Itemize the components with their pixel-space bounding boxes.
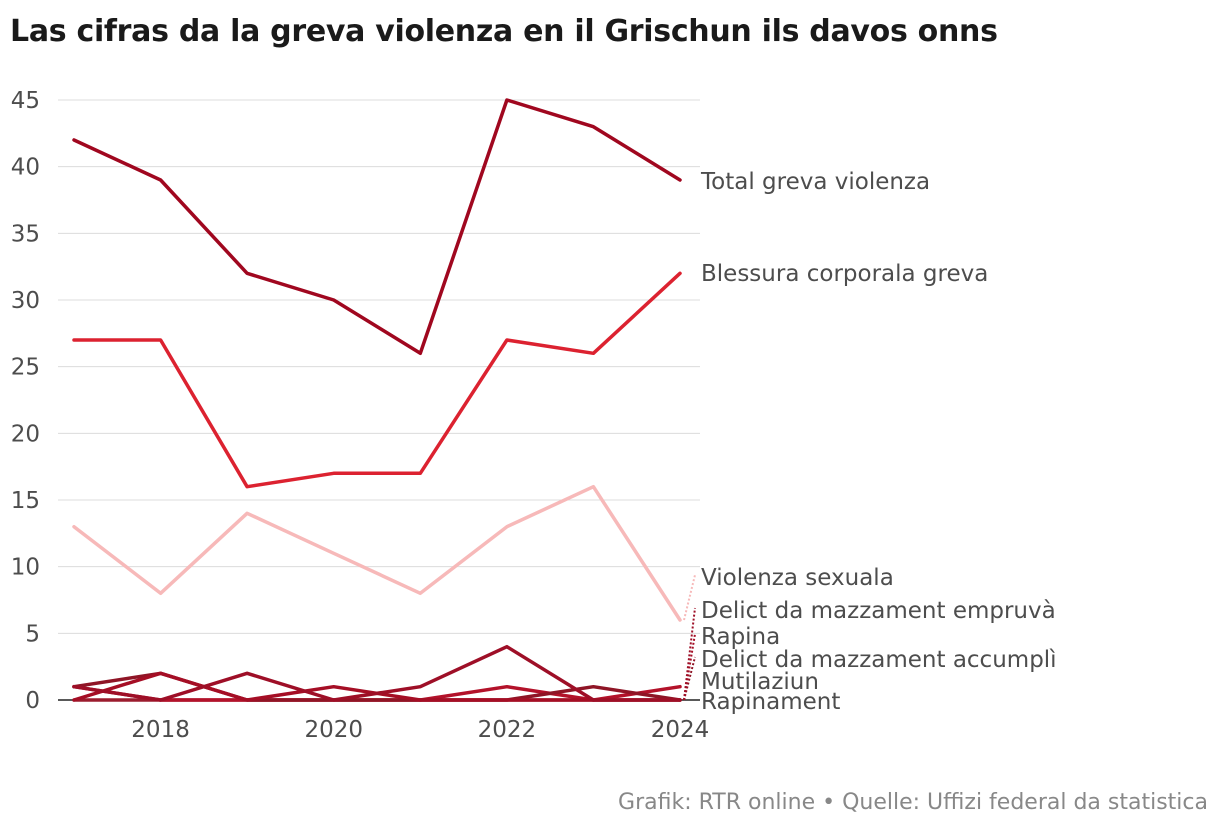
series-label: Rapinament [701, 689, 840, 715]
series-label: Total greva violenza [700, 169, 930, 195]
series-line-violenza-sexuala [72, 484, 682, 622]
series-label: Delict da mazzament empruvà [701, 598, 1056, 624]
y-tick-label: 40 [11, 155, 40, 181]
y-tick-label: 5 [25, 621, 40, 647]
chart-title: Las cifras da la greva violenza en il Gr… [10, 14, 998, 49]
x-tick-label: 2024 [651, 717, 710, 743]
label-leader-line [683, 607, 696, 701]
source-footer: Grafik: RTR online • Quelle: Uffizi fede… [618, 790, 1208, 815]
y-tick-label: 15 [11, 488, 40, 514]
label-leader-line [683, 633, 696, 701]
series-label: Delict da mazzament accumplì [701, 647, 1057, 673]
y-tick-label: 10 [11, 555, 40, 581]
y-tick-label: 35 [11, 221, 40, 247]
series-label: Violenza sexuala [701, 565, 894, 591]
y-tick-label: 45 [11, 88, 40, 114]
series-line-delict-da-mazzament-empruv- [72, 644, 682, 702]
x-tick-label: 2022 [478, 717, 537, 743]
y-tick-label: 20 [11, 421, 40, 447]
series-label: Blessura corporala greva [701, 261, 988, 287]
y-tick-label: 30 [11, 288, 40, 314]
label-leader-line [683, 574, 696, 621]
series-label: Rapina [701, 624, 780, 650]
y-tick-label: 25 [11, 355, 40, 381]
series-line-total-greva-violenza [72, 98, 682, 356]
x-tick-label: 2020 [304, 717, 363, 743]
x-tick-label: 2018 [131, 717, 190, 743]
series-label: Mutilaziun [701, 669, 819, 695]
y-tick-label: 0 [25, 688, 40, 714]
series-line-blessura-corporala-greva [72, 271, 682, 489]
label-leader-line [683, 656, 696, 701]
series-layer [72, 98, 682, 702]
grid-layer: 0 5 10 15 20 25 30 35 40 45 2018 2020 2022 2024 [11, 88, 710, 743]
